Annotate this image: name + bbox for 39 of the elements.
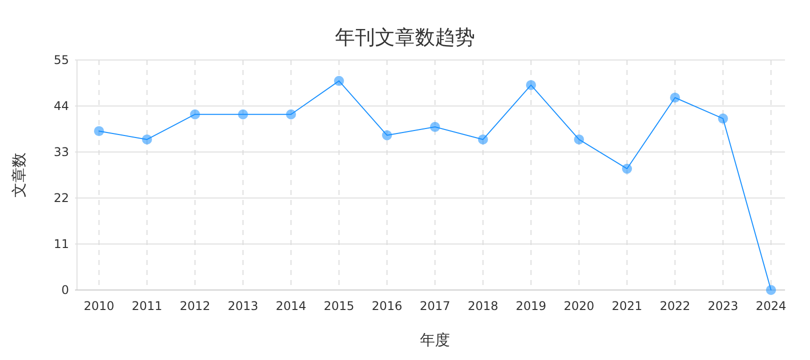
point xyxy=(334,76,344,86)
x-tick-label: 2011 xyxy=(132,299,162,313)
x-tick-label: 2010 xyxy=(84,299,114,313)
x-tick-label: 2022 xyxy=(660,299,690,313)
x-tick-label: 2020 xyxy=(564,299,594,313)
point xyxy=(766,285,776,295)
x-tick-label: 2019 xyxy=(516,299,546,313)
x-tick-label: 2012 xyxy=(180,299,210,313)
x-tick-label: 2024 xyxy=(756,299,786,313)
point xyxy=(382,130,392,140)
point xyxy=(718,114,728,124)
y-tick-label: 0 xyxy=(61,283,69,297)
point xyxy=(142,134,152,144)
point xyxy=(574,134,584,144)
point xyxy=(478,134,488,144)
y-tick-label: 11 xyxy=(54,237,69,251)
x-tick-label: 2016 xyxy=(372,299,402,313)
y-tick-label: 22 xyxy=(54,191,69,205)
point xyxy=(670,92,680,103)
point xyxy=(94,126,104,136)
point xyxy=(238,109,248,120)
point xyxy=(622,164,632,174)
y-axis-title: 文章数 xyxy=(10,152,28,198)
y-tick-label: 44 xyxy=(54,99,69,113)
x-axis-title: 年度 xyxy=(420,331,450,349)
y-tick-label: 33 xyxy=(54,145,69,159)
x-tick-label: 2014 xyxy=(276,299,306,313)
x-tick-label: 2023 xyxy=(708,299,738,313)
chart-title: 年刊文章数趋势 xyxy=(335,25,475,49)
point xyxy=(430,122,440,132)
x-tick-label: 2015 xyxy=(324,299,354,313)
point xyxy=(190,109,200,120)
y-tick-label: 55 xyxy=(54,53,69,67)
x-tick-label: 2021 xyxy=(612,299,642,313)
point xyxy=(286,109,296,120)
x-tick-label: 2017 xyxy=(420,299,450,313)
x-tick-label: 2018 xyxy=(468,299,498,313)
x-tick-label: 2013 xyxy=(228,299,258,313)
point xyxy=(526,80,536,90)
